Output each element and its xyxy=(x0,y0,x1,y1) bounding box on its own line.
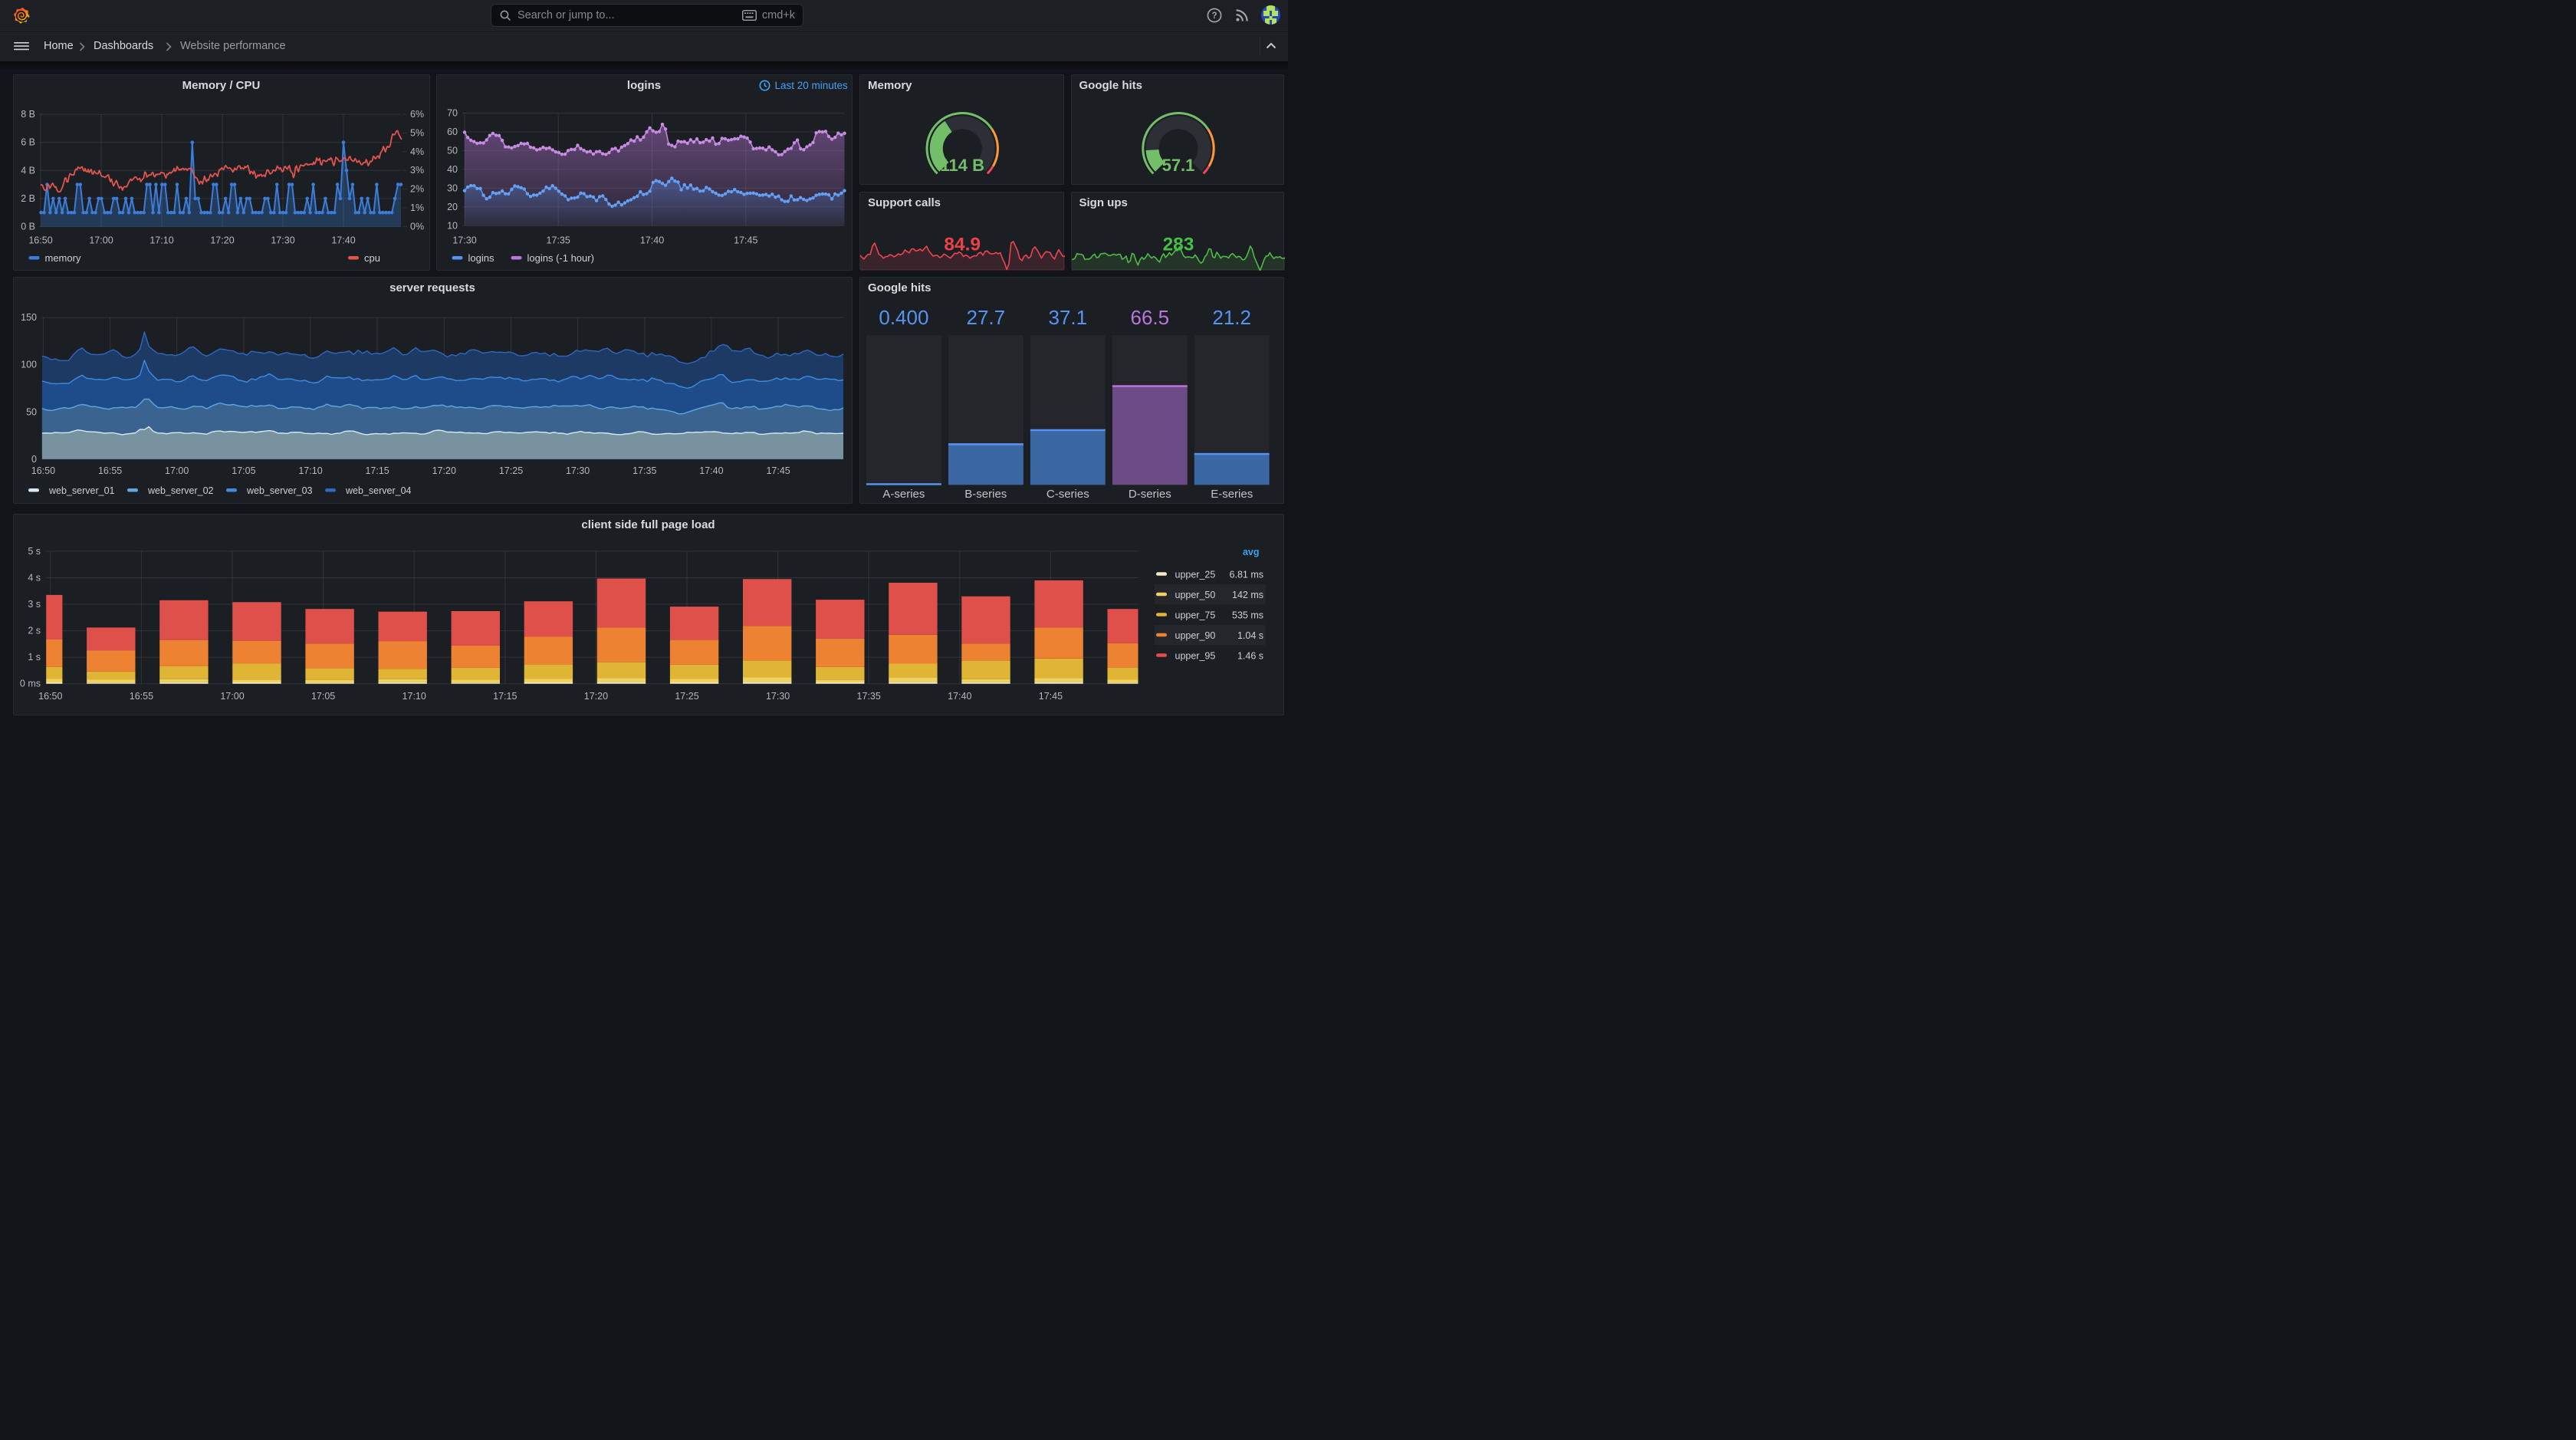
svg-text:17:20: 17:20 xyxy=(583,691,607,702)
svg-text:D-series: D-series xyxy=(1129,488,1171,501)
svg-text:17:45: 17:45 xyxy=(734,235,757,245)
svg-text:17:40: 17:40 xyxy=(331,235,355,245)
svg-text:17:30: 17:30 xyxy=(765,691,789,702)
svg-text:6.81 ms: 6.81 ms xyxy=(1229,569,1263,580)
svg-text:upper_95: upper_95 xyxy=(1175,650,1215,661)
svg-text:5 s: 5 s xyxy=(28,545,41,556)
svg-text:66.5: 66.5 xyxy=(1130,306,1169,329)
svg-text:web_server_01: web_server_01 xyxy=(48,485,115,496)
svg-text:2%: 2% xyxy=(410,183,424,194)
svg-text:17:15: 17:15 xyxy=(365,465,389,476)
svg-text:16:50: 16:50 xyxy=(31,465,54,476)
svg-text:cpu: cpu xyxy=(364,252,380,264)
svg-text:50: 50 xyxy=(26,406,37,417)
svg-text:logins: logins xyxy=(468,252,494,264)
svg-text:0 B: 0 B xyxy=(21,221,35,232)
svg-text:17:35: 17:35 xyxy=(632,465,656,476)
svg-text:10: 10 xyxy=(447,220,458,231)
svg-text:17:00: 17:00 xyxy=(89,235,113,245)
svg-text:50: 50 xyxy=(447,145,458,156)
svg-text:B-series: B-series xyxy=(964,488,1007,501)
svg-text:1%: 1% xyxy=(410,202,424,213)
svg-text:4 B: 4 B xyxy=(21,165,35,176)
svg-text:upper_75: upper_75 xyxy=(1175,610,1215,620)
svg-text:17:45: 17:45 xyxy=(766,465,790,476)
svg-text:17:05: 17:05 xyxy=(232,465,255,476)
svg-text:21.2: 21.2 xyxy=(1212,306,1251,329)
svg-text:70: 70 xyxy=(447,107,458,118)
svg-text:2 s: 2 s xyxy=(28,625,41,636)
svg-text:17:35: 17:35 xyxy=(546,235,570,245)
svg-text:web_server_04: web_server_04 xyxy=(345,485,412,496)
svg-text:17:40: 17:40 xyxy=(699,465,723,476)
svg-text:30: 30 xyxy=(447,182,458,193)
svg-text:17:10: 17:10 xyxy=(402,691,426,702)
svg-text:upper_90: upper_90 xyxy=(1175,630,1215,641)
svg-text:142 ms: 142 ms xyxy=(1232,590,1263,600)
svg-text:17:10: 17:10 xyxy=(150,235,173,245)
svg-text:0: 0 xyxy=(31,454,37,465)
svg-text:17:25: 17:25 xyxy=(498,465,522,476)
svg-text:6 B: 6 B xyxy=(21,136,35,147)
svg-text:5%: 5% xyxy=(410,127,424,138)
svg-text:16:50: 16:50 xyxy=(38,691,62,702)
svg-text:memory: memory xyxy=(44,252,80,264)
svg-text:8 B: 8 B xyxy=(21,109,35,120)
svg-text:17:10: 17:10 xyxy=(298,465,322,476)
svg-text:logins (-1 hour): logins (-1 hour) xyxy=(527,252,593,264)
svg-text:17:30: 17:30 xyxy=(452,235,476,245)
svg-text:150: 150 xyxy=(21,312,37,323)
svg-text:16:55: 16:55 xyxy=(129,691,153,702)
svg-text:E-series: E-series xyxy=(1211,488,1253,501)
svg-text:1 s: 1 s xyxy=(28,652,41,662)
svg-text:283: 283 xyxy=(1162,235,1194,255)
svg-text:84.9: 84.9 xyxy=(944,235,981,255)
svg-text:6%: 6% xyxy=(410,109,424,120)
svg-text:4%: 4% xyxy=(410,146,424,156)
svg-text:17:30: 17:30 xyxy=(271,235,294,245)
svg-text:avg: avg xyxy=(1242,547,1259,557)
svg-text:web_server_02: web_server_02 xyxy=(147,485,214,496)
svg-text:17:45: 17:45 xyxy=(1038,691,1062,702)
svg-text:17:00: 17:00 xyxy=(220,691,244,702)
svg-text:0.400: 0.400 xyxy=(879,306,928,329)
svg-text:114 B: 114 B xyxy=(941,156,985,175)
svg-text:100: 100 xyxy=(21,360,37,370)
svg-text:0%: 0% xyxy=(410,221,424,232)
svg-text:535 ms: 535 ms xyxy=(1232,610,1263,620)
svg-text:A-series: A-series xyxy=(882,488,925,501)
svg-text:17:15: 17:15 xyxy=(493,691,517,702)
svg-text:1.46 s: 1.46 s xyxy=(1237,650,1263,661)
svg-text:60: 60 xyxy=(447,127,458,137)
svg-text:upper_25: upper_25 xyxy=(1175,569,1215,580)
svg-text:4 s: 4 s xyxy=(28,572,41,583)
svg-text:17:20: 17:20 xyxy=(210,235,234,245)
svg-text:?: ? xyxy=(1211,12,1217,21)
svg-text:17:25: 17:25 xyxy=(675,691,698,702)
svg-text:0 ms: 0 ms xyxy=(19,678,40,689)
svg-text:27.7: 27.7 xyxy=(966,306,1005,329)
svg-text:20: 20 xyxy=(447,201,458,212)
svg-text:40: 40 xyxy=(447,163,458,174)
svg-text:17:35: 17:35 xyxy=(856,691,880,702)
svg-text:17:30: 17:30 xyxy=(565,465,589,476)
svg-text:17:00: 17:00 xyxy=(165,465,189,476)
svg-text:17:05: 17:05 xyxy=(310,691,334,702)
svg-text:17:40: 17:40 xyxy=(948,691,971,702)
svg-text:17:40: 17:40 xyxy=(639,235,663,245)
svg-text:2 B: 2 B xyxy=(21,192,35,203)
svg-text:16:50: 16:50 xyxy=(28,235,52,245)
svg-text:57.1: 57.1 xyxy=(1162,156,1194,175)
svg-text:3%: 3% xyxy=(410,165,424,176)
svg-text:37.1: 37.1 xyxy=(1048,306,1087,329)
svg-text:16:55: 16:55 xyxy=(97,465,121,476)
svg-text:1.04 s: 1.04 s xyxy=(1237,630,1263,641)
svg-text:upper_50: upper_50 xyxy=(1175,590,1215,600)
svg-text:3 s: 3 s xyxy=(28,599,41,610)
svg-text:17:20: 17:20 xyxy=(432,465,455,476)
svg-text:C-series: C-series xyxy=(1046,488,1089,501)
svg-text:web_server_03: web_server_03 xyxy=(246,485,313,496)
